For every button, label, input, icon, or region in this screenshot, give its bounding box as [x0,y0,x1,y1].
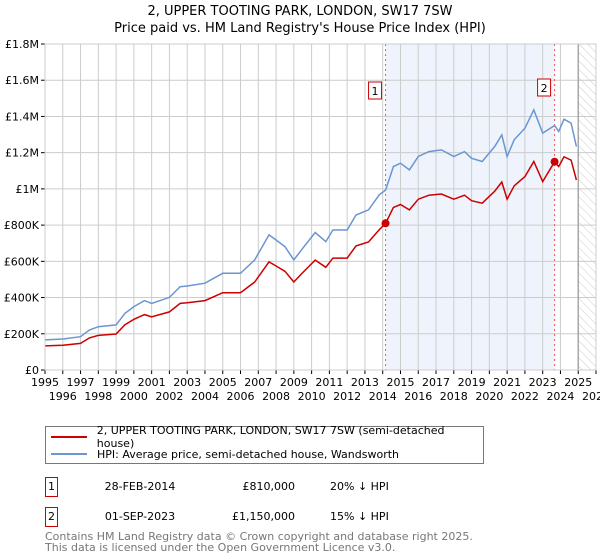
y-tick-label: £400K [4,292,40,305]
plot-frame [44,43,597,371]
x-tick-label: 2001 [138,376,166,389]
x-tick-label: 2009 [280,376,308,389]
x-tick-label: 2018 [440,390,468,403]
x-tick-label: 2004 [191,390,219,403]
x-tick-label: 2013 [351,376,379,389]
x-tick-label: 2026 [582,390,600,403]
x-tick-label: 2012 [333,390,361,403]
x-tick-label: 2021 [493,376,521,389]
y-tick-label: £1.4M [5,110,39,123]
price-line [44,155,578,347]
sale-price: £1,150,000 [232,510,295,523]
legend: 2, UPPER TOOTING PARK, LONDON, SW17 7SW … [45,424,484,464]
x-tick-label: 2024 [546,390,574,403]
x-tick-label: 2017 [422,376,450,389]
sale-price: £810,000 [242,480,296,493]
y-tick-label: £0 [25,364,39,377]
ownership-shade [385,44,555,370]
x-tick-label: 1998 [84,390,112,403]
x-tick-label: 1996 [49,390,77,403]
x-tick-label: 2002 [155,390,183,403]
x-tick-label: 2005 [209,376,237,389]
legend-swatch-hpi [51,453,87,455]
sale-label-1: 1 [372,85,379,98]
y-tick-label: £1.8M [5,38,39,51]
x-tick-label: 2020 [475,390,503,403]
sale-date: 01-SEP-2023 [104,510,176,523]
sale-marker-2 [550,157,559,166]
x-tick-label: 1995 [31,376,59,389]
sale-number-badge: 2 [45,507,58,527]
hpi-line [44,108,578,341]
legend-label-hpi: HPI: Average price, semi-detached house,… [97,447,399,461]
x-tick-label: 1997 [67,376,95,389]
x-tick-label: 2007 [244,376,272,389]
price-chart: 1995199619971998199920002001200220032004… [4,38,600,403]
x-tick-label: 2022 [511,390,539,403]
title-line-1: 2, UPPER TOOTING PARK, LONDON, SW17 7SW [147,4,453,19]
y-tick-label: £200K [4,328,40,341]
sale-label-box-1 [368,81,383,100]
x-tick-label: 2003 [173,376,201,389]
y-tick-label: £1.6M [5,74,39,87]
legend-swatch-price [51,436,87,438]
y-tick-label: £800K [4,219,40,232]
future-hatch [578,44,596,370]
x-tick-label: 2014 [369,390,397,403]
legend-item-hpi: HPI: Average price, semi-detached house,… [51,446,399,462]
sale-label-box-2 [537,78,552,97]
sale-marker-1 [381,219,390,228]
title-line-2: Price paid vs. HM Land Registry's House … [114,21,486,36]
footer-copyright: Contains HM Land Registry data © Crown c… [45,530,473,543]
x-tick-label: 1999 [102,376,130,389]
y-tick-label: £600K [4,255,40,268]
x-tick-label: 2008 [262,390,290,403]
footer: Contains HM Land Registry data © Crown c… [45,531,473,553]
footer-licence: This data is licensed under the Open Gov… [45,541,396,554]
x-tick-label: 2011 [315,376,343,389]
y-tick-label: £1M [16,183,40,196]
chart-title: 2, UPPER TOOTING PARK, LONDON, SW17 7SW … [0,3,600,37]
sale-date: 28-FEB-2014 [104,480,176,493]
x-tick-label: 2015 [386,376,414,389]
sale-hpi-diff: 20% ↓ HPI [330,480,389,493]
legend-label-price: 2, UPPER TOOTING PARK, LONDON, SW17 7SW … [96,424,445,450]
x-tick-label: 2016 [404,390,432,403]
x-tick-label: 2006 [227,390,255,403]
y-tick-label: £1.2M [5,147,39,160]
sale-label-2: 2 [541,82,548,95]
x-tick-label: 2019 [458,376,486,389]
legend-item-price: 2, UPPER TOOTING PARK, LONDON, SW17 7SW … [51,424,483,450]
x-tick-label: 2023 [529,376,557,389]
x-tick-label: 2025 [564,376,592,389]
sale-hpi-diff: 15% ↓ HPI [330,510,389,523]
x-tick-label: 2010 [298,390,326,403]
sale-number-badge: 1 [45,477,58,497]
x-tick-label: 2000 [120,390,148,403]
